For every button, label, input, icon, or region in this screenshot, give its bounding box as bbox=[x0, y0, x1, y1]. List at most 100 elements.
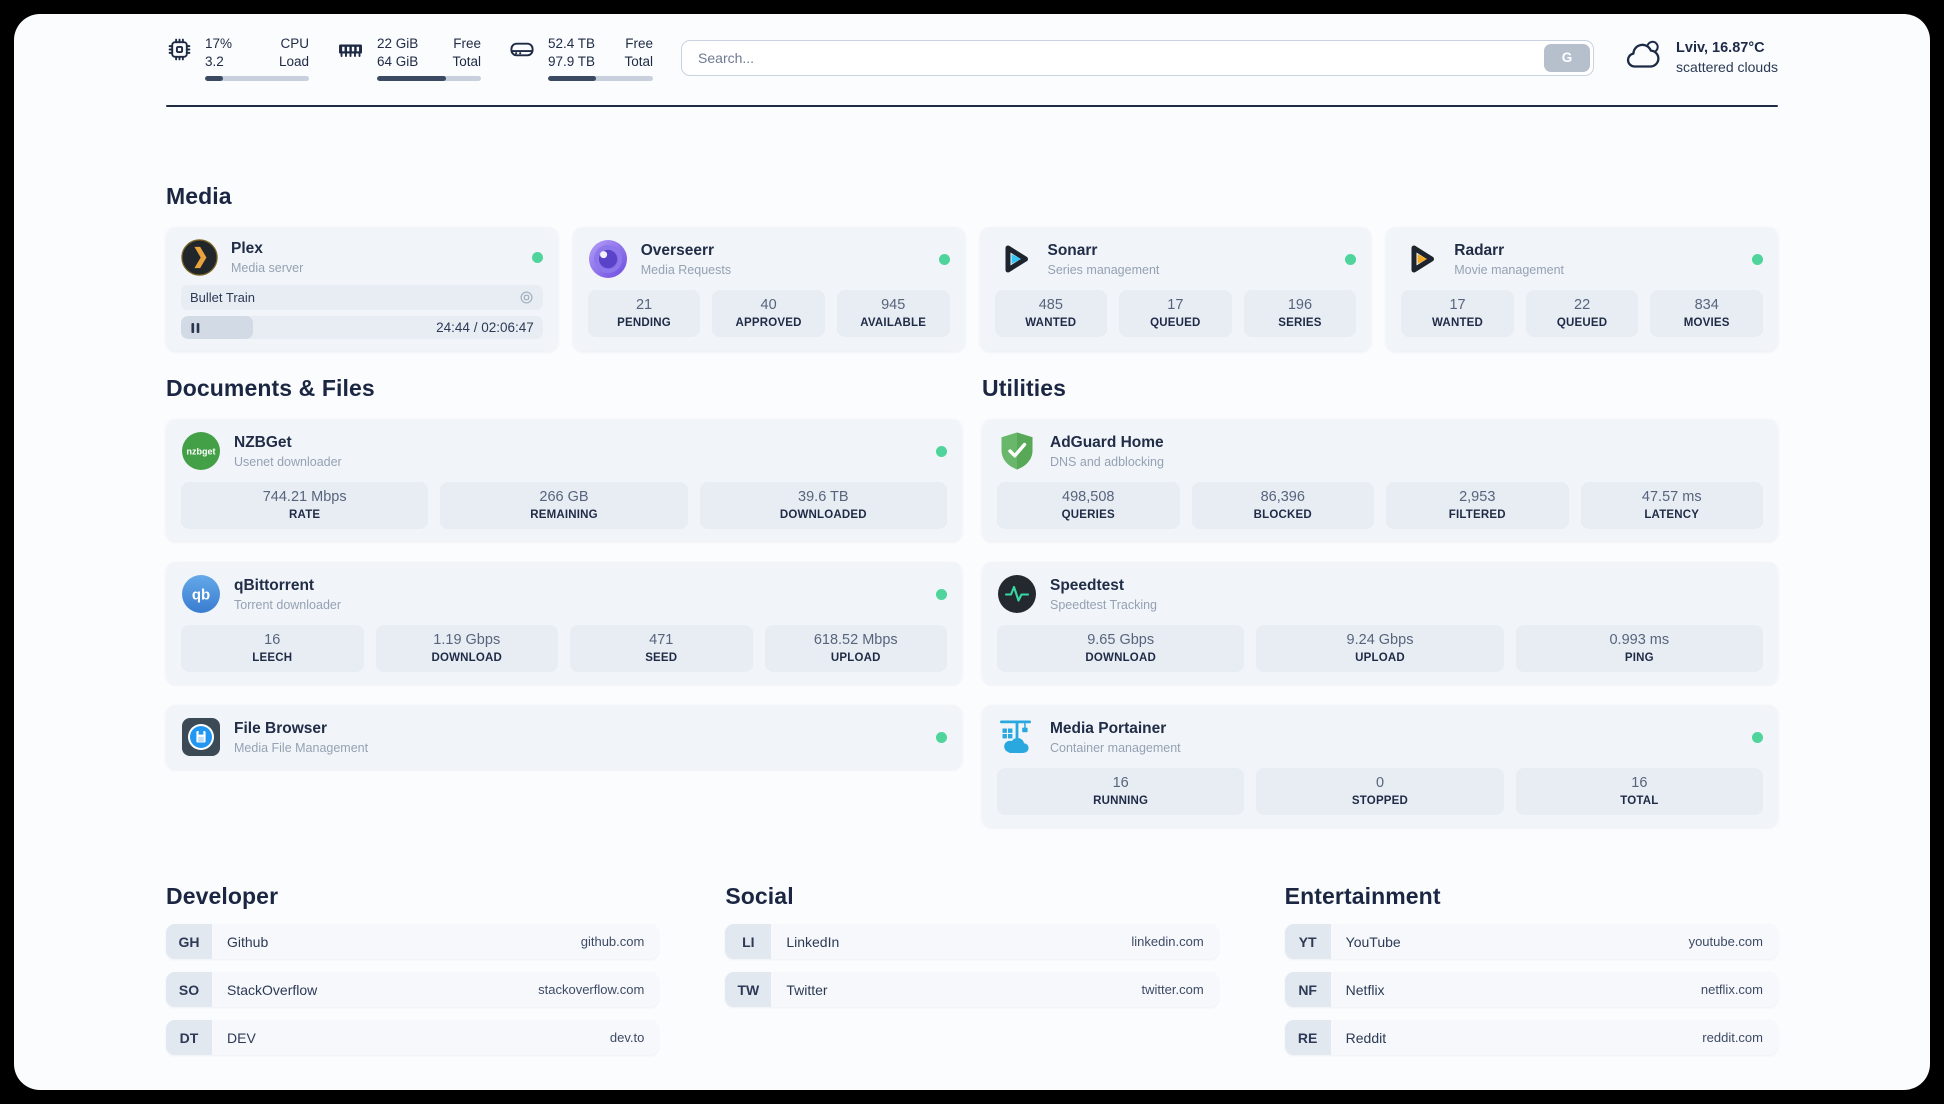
stat-download: 9.65 Gbps DOWNLOAD bbox=[997, 625, 1245, 672]
stat-label: SERIES bbox=[1278, 317, 1322, 329]
bookmark-name: YouTube bbox=[1345, 933, 1401, 950]
disk-icon bbox=[508, 36, 536, 68]
bookmark-stackoverflow[interactable]: SO StackOverflow stackoverflow.com bbox=[166, 972, 660, 1007]
stat-label: DOWNLOAD bbox=[431, 652, 503, 664]
stat-remaining: 266 GB REMAINING bbox=[440, 482, 688, 529]
memory-icon bbox=[336, 36, 365, 68]
bookmark-name: Github bbox=[227, 933, 269, 950]
stat-upload: 618.52 Mbps UPLOAD bbox=[764, 625, 947, 672]
stats-row: 744.21 Mbps RATE 266 GB REMAINING 39.6 T… bbox=[181, 482, 947, 529]
memory-free-label: Free bbox=[453, 36, 481, 51]
cpu-usage-bar-fill bbox=[205, 76, 223, 81]
card-title: Speedtest bbox=[1050, 576, 1125, 594]
stat-label: WANTED bbox=[1432, 317, 1484, 329]
card-title: NZBGet bbox=[234, 433, 292, 451]
bookmark-name: StackOverflow bbox=[227, 981, 318, 998]
card-radarr[interactable]: Radarr Movie management 17 WANTED 22 QUE… bbox=[1386, 227, 1778, 351]
card-qbittorrent[interactable]: qb qBittorrent Torrent downloader bbox=[166, 562, 962, 684]
bookmark-name: LinkedIn bbox=[786, 933, 840, 950]
status-online-dot bbox=[936, 731, 947, 743]
stat-wanted: 485 WANTED bbox=[994, 290, 1108, 337]
stat-label: UPLOAD bbox=[830, 652, 881, 664]
card-adguard[interactable]: AdGuard Home DNS and adblocking 498,508 … bbox=[982, 419, 1778, 541]
portainer-icon bbox=[997, 717, 1037, 757]
section-utilities: Utilities AdGu bbox=[982, 375, 1778, 827]
stat-blocked: 86,396 BLOCKED bbox=[1191, 482, 1374, 529]
stat-value: 498,508 bbox=[1062, 489, 1115, 505]
session-stop-icon[interactable] bbox=[519, 290, 534, 305]
bookmark-abbr-badge: SO bbox=[166, 972, 212, 1007]
card-filebrowser[interactable]: File Browser Media File Management bbox=[166, 705, 962, 769]
stat-label: WANTED bbox=[1025, 317, 1077, 329]
card-title: Sonarr bbox=[1047, 241, 1098, 259]
stat-value: 17 bbox=[1449, 297, 1466, 313]
bookmark-github[interactable]: GH Github github.com bbox=[166, 924, 660, 959]
card-overseerr[interactable]: Overseerr Media Requests 21 PENDING 40 A… bbox=[572, 227, 965, 351]
card-sonarr[interactable]: Sonarr Series management 485 WANTED 17 Q… bbox=[979, 227, 1372, 351]
bookmark-reddit[interactable]: RE Reddit reddit.com bbox=[1284, 1020, 1778, 1055]
status-online-dot bbox=[936, 445, 947, 457]
card-speedtest[interactable]: Speedtest Speedtest Tracking 9.65 Gbps D… bbox=[982, 562, 1778, 684]
stat-wanted: 17 WANTED bbox=[1401, 290, 1514, 337]
bookmark-linkedin[interactable]: LI LinkedIn linkedin.com bbox=[725, 924, 1219, 959]
stat-value: 485 bbox=[1038, 297, 1063, 313]
stat-filtered: 2,953 FILTERED bbox=[1386, 482, 1569, 529]
status-online-dot bbox=[936, 588, 947, 600]
memory-usage-bar bbox=[377, 76, 481, 81]
stat-total: 16 TOTAL bbox=[1515, 768, 1763, 815]
card-plex[interactable]: Plex Media server Bullet Train bbox=[166, 227, 558, 351]
overseerr-icon bbox=[588, 239, 628, 279]
stats-row: 16 RUNNING 0 STOPPED 16 TOTAL bbox=[997, 768, 1763, 815]
bookmark-url: reddit.com bbox=[1702, 1030, 1763, 1045]
plex-icon bbox=[181, 239, 218, 276]
bookmark-url: dev.to bbox=[609, 1030, 645, 1045]
stats-row: 17 WANTED 22 QUEUED 834 MOVIES bbox=[1401, 290, 1763, 337]
card-subtitle: Media server bbox=[231, 261, 304, 275]
stat-approved: 40 APPROVED bbox=[712, 290, 825, 337]
card-portainer[interactable]: Media Portainer Container management 16 … bbox=[982, 705, 1778, 827]
bookmark-twitter[interactable]: TW Twitter twitter.com bbox=[725, 972, 1219, 1007]
weather-location-temp: Lviv, 16.87°C bbox=[1676, 40, 1765, 57]
card-subtitle: DNS and adblocking bbox=[1050, 454, 1164, 469]
bookmark-dev[interactable]: DT DEV dev.to bbox=[166, 1020, 660, 1055]
search-provider-button[interactable]: G bbox=[1544, 43, 1591, 72]
playback-progress-fill bbox=[181, 316, 254, 339]
card-title: Media Portainer bbox=[1050, 719, 1167, 737]
stat-value: 744.21 Mbps bbox=[262, 489, 347, 505]
cpu-usage-label: CPU bbox=[280, 36, 309, 51]
stat-label: REMAINING bbox=[530, 509, 598, 521]
card-subtitle: Series management bbox=[1047, 262, 1160, 277]
cpu-usage-value: 17% bbox=[205, 36, 233, 51]
bookmark-url: github.com bbox=[580, 934, 645, 949]
card-subtitle: Usenet downloader bbox=[234, 454, 342, 469]
stat-label: QUEUED bbox=[1150, 317, 1201, 329]
search-input[interactable] bbox=[681, 39, 1595, 76]
stat-value: 1.19 Gbps bbox=[433, 632, 501, 648]
cpu-chip-icon bbox=[166, 36, 193, 68]
stat-leech: 16 LEECH bbox=[181, 625, 364, 672]
stat-label: PING bbox=[1624, 652, 1654, 664]
stat-series: 196 SERIES bbox=[1243, 290, 1357, 337]
stat-label: MOVIES bbox=[1683, 317, 1730, 329]
stat-value: 0 bbox=[1375, 775, 1385, 791]
svg-text:nzbget: nzbget bbox=[187, 447, 216, 457]
stat-value: 196 bbox=[1287, 297, 1313, 313]
stat-value: 945 bbox=[881, 297, 906, 313]
stat-value: 21 bbox=[635, 297, 653, 313]
stat-download: 1.19 Gbps DOWNLOAD bbox=[375, 625, 558, 672]
stat-label: FILTERED bbox=[1448, 509, 1506, 521]
stat-queued: 22 QUEUED bbox=[1525, 290, 1639, 337]
status-online-dot bbox=[938, 253, 950, 265]
bookmark-netflix[interactable]: NF Netflix netflix.com bbox=[1284, 972, 1778, 1007]
card-title: Overseerr bbox=[640, 241, 715, 259]
card-nzbget[interactable]: nzbget NZBGet Usenet downloader 74 bbox=[166, 419, 962, 541]
stat-value: 266 GB bbox=[539, 489, 589, 505]
stat-label: TOTAL bbox=[1620, 795, 1659, 807]
section-documents-files: Documents & Files nzbget NZBGet bbox=[166, 375, 962, 827]
bookmark-group-developer: Developer GH Github github.com SO StackO… bbox=[166, 883, 660, 1055]
stat-value: 2,953 bbox=[1459, 489, 1496, 505]
bookmark-youtube[interactable]: YT YouTube youtube.com bbox=[1284, 924, 1778, 959]
cpu-load-value: 3.2 bbox=[205, 53, 224, 69]
stat-movies: 834 MOVIES bbox=[1650, 290, 1763, 337]
cpu-usage-bar bbox=[205, 76, 309, 81]
